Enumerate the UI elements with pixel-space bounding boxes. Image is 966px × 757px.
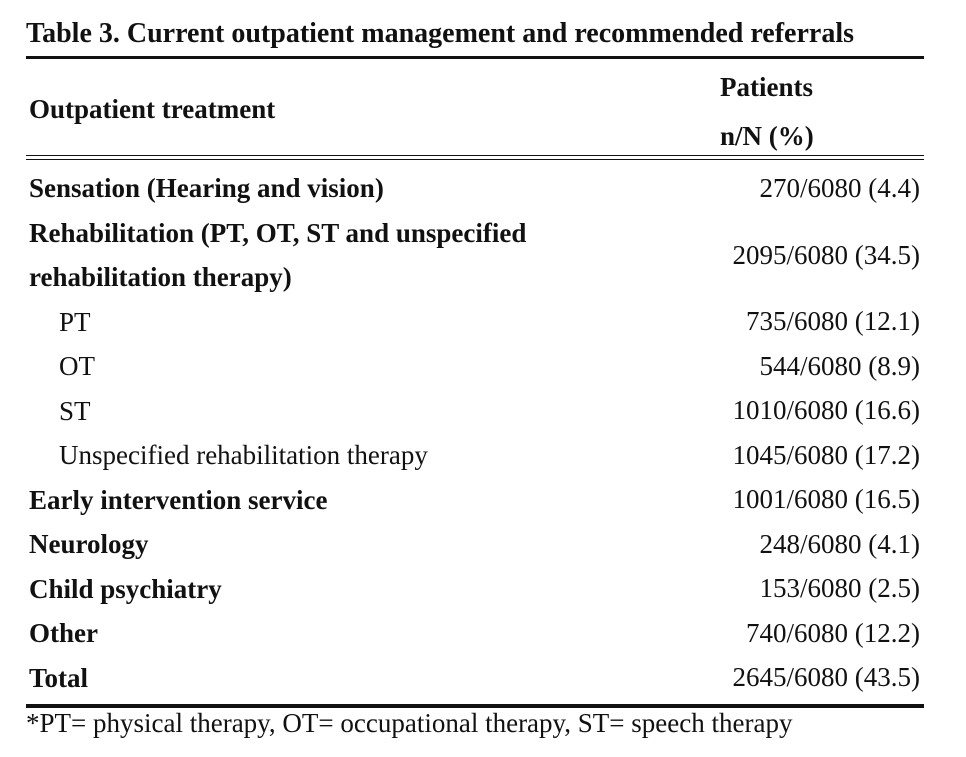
table-row: Child psychiatry 153/6080 (2.5) [26, 567, 924, 612]
table-row: Neurology 248/6080 (4.1) [26, 522, 924, 567]
row-label: ST [59, 395, 91, 426]
table-footnote: *PT= physical therapy, OT= occupational … [26, 708, 793, 738]
row-value: 740/6080 (12.2) [746, 617, 920, 648]
table-row: OT 544/6080 (8.9) [26, 344, 924, 389]
table-row: Unspecified rehabilitation therapy 1045/… [26, 433, 924, 478]
table-row: Early intervention service 1001/6080 (16… [26, 478, 924, 523]
top-rule [26, 56, 924, 59]
table-row-total: Total 2645/6080 (43.5) [26, 656, 924, 701]
table-caption: Table 3. Current outpatient management a… [26, 18, 854, 49]
row-label-line: Rehabilitation (PT, OT, ST and unspecifi… [29, 218, 527, 248]
row-value: 2095/6080 (34.5) [732, 239, 920, 270]
row-label: Early intervention service [29, 484, 328, 515]
referrals-table: Outpatient treatment Patients n/N (%) Se… [26, 56, 924, 708]
header-double-rule [26, 155, 924, 160]
row-value: 735/6080 (12.1) [746, 306, 920, 337]
row-label: Other [29, 618, 98, 648]
table-row: Rehabilitation (PT, OT, ST and unspecifi… [26, 211, 924, 300]
header-n-over-n-percent: n/N (%) [720, 121, 814, 151]
table-header: Outpatient treatment Patients n/N (%) [26, 59, 924, 155]
row-value: 1010/6080 (16.6) [732, 395, 920, 426]
header-outpatient-treatment: Outpatient treatment [29, 94, 276, 124]
row-label: Rehabilitation (PT, OT, ST and unspecifi… [26, 211, 526, 299]
row-label: Unspecified rehabilitation therapy [59, 440, 428, 470]
row-label: Total [29, 662, 89, 693]
table-row: ST 1010/6080 (16.6) [26, 389, 924, 434]
table-row: PT 735/6080 (12.1) [26, 300, 924, 345]
row-label: Neurology [29, 529, 149, 559]
row-label-line: rehabilitation therapy) [29, 262, 292, 292]
table-row: Sensation (Hearing and vision) 270/6080 … [26, 166, 924, 211]
row-label: Sensation (Hearing and vision) [29, 173, 384, 203]
row-value: 153/6080 (2.5) [759, 573, 920, 604]
row-label: Child psychiatry [29, 573, 222, 604]
header-patients: Patients [720, 72, 813, 102]
row-value: 1045/6080 (17.2) [732, 439, 920, 470]
table-row: Other 740/6080 (12.2) [26, 611, 924, 656]
row-label: OT [59, 351, 95, 381]
row-value: 2645/6080 (43.5) [732, 662, 920, 693]
row-value: 544/6080 (8.9) [759, 350, 920, 381]
row-label: PT [59, 306, 91, 337]
row-value: 248/6080 (4.1) [759, 528, 920, 559]
row-value: 1001/6080 (16.5) [732, 484, 920, 515]
table-body: Sensation (Hearing and vision) 270/6080 … [26, 160, 924, 704]
row-value: 270/6080 (4.4) [759, 172, 920, 203]
bottom-rule [26, 704, 924, 708]
